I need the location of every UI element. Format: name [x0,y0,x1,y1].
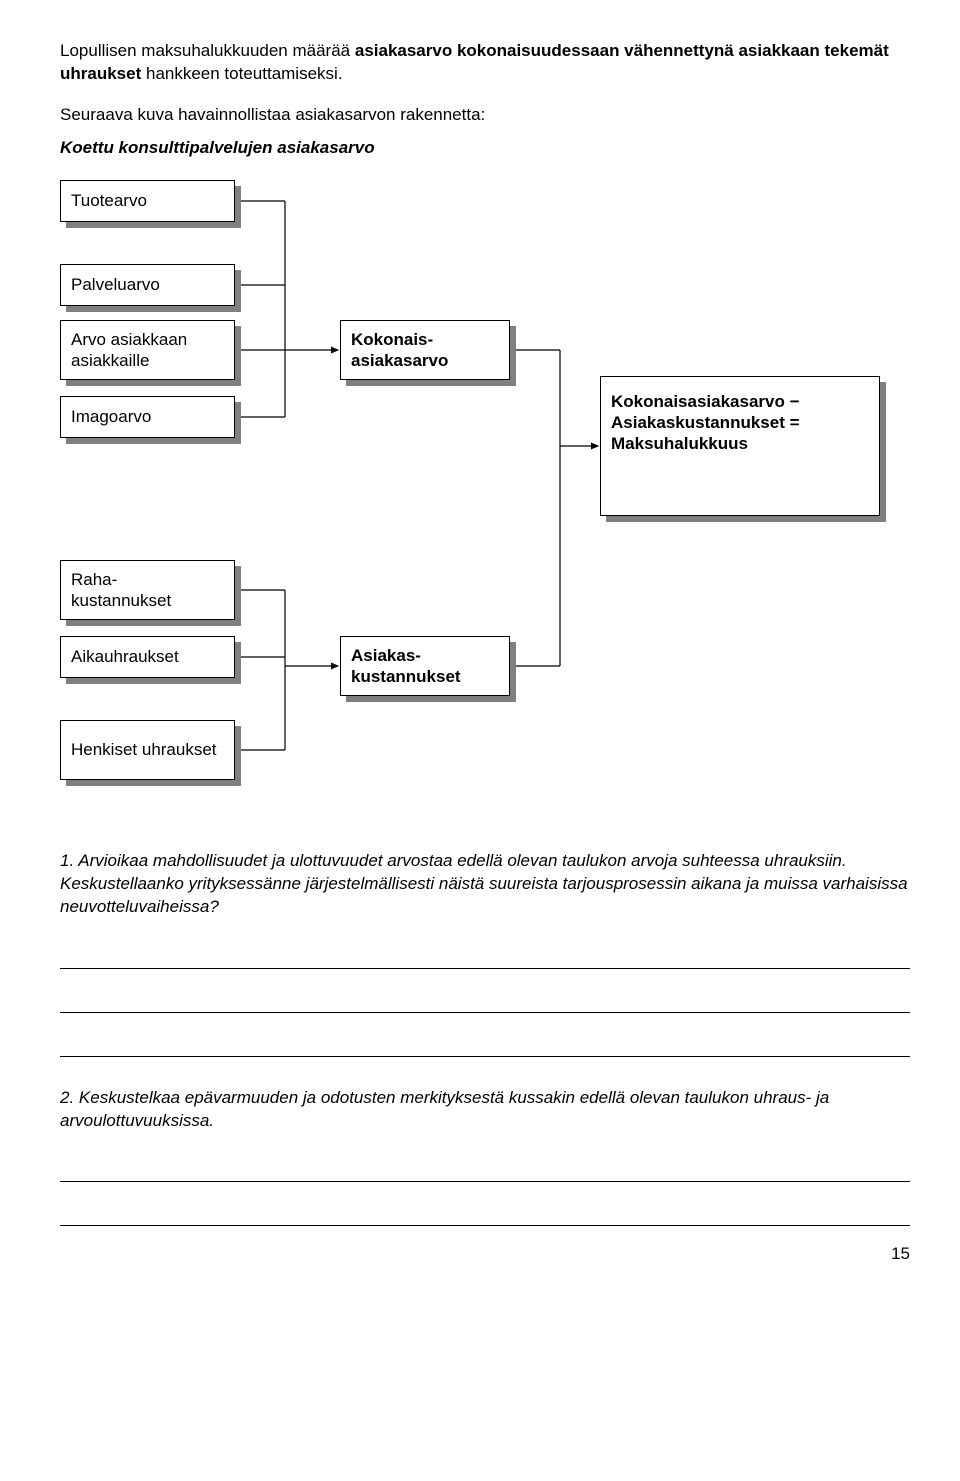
diagram-container: Tuotearvo Palveluarvo Arvo asiakkaan asi… [60,180,910,820]
label-aika: Aikauhraukset [71,646,179,667]
answer-line [60,943,910,969]
intro-part1: Lopullisen maksuhalukkuuden määrää [60,41,355,60]
label-result: Kokonaisasiakasarvo − Asiakaskustannukse… [611,391,869,455]
box-arvo-asiakkaan: Arvo asiakkaan asiakkaille [60,320,235,380]
label-palveluarvo: Palveluarvo [71,274,160,295]
intro-paragraph: Lopullisen maksuhalukkuuden määrää asiak… [60,40,910,86]
label-henkiset: Henkiset uhraukset [71,739,217,760]
label-raha: Raha- kustannukset [71,569,171,612]
questions-block: 1. Arvioikaa mahdollisuudet ja ulottuvuu… [60,850,910,1227]
answer-line [60,1200,910,1226]
answer-line [60,1031,910,1057]
box-aika: Aikauhraukset [60,636,235,678]
label-imagoarvo: Imagoarvo [71,406,151,427]
box-kokonais-asiakasarvo: Kokonais- asiakasarvo [340,320,510,380]
box-result: Kokonaisasiakasarvo − Asiakaskustannukse… [600,376,880,516]
label-tuotearvo: Tuotearvo [71,190,147,211]
sub-line: Seuraava kuva havainnollistaa asiakasarv… [60,104,910,127]
box-henkiset: Henkiset uhraukset [60,720,235,780]
answer-line [60,1156,910,1182]
box-raha: Raha- kustannukset [60,560,235,620]
answer-line [60,987,910,1013]
box-imagoarvo: Imagoarvo [60,396,235,438]
label-asiakas-kust: Asiakas- kustannukset [351,645,461,688]
question-2: 2. Keskustelkaa epävarmuuden ja odotuste… [60,1087,910,1133]
box-asiakas-kustannukset: Asiakas- kustannukset [340,636,510,696]
intro-part2: hankkeen toteuttamiseksi. [146,64,343,83]
label-kokonais: Kokonais- asiakasarvo [351,329,448,372]
box-tuotearvo: Tuotearvo [60,180,235,222]
question-1: 1. Arvioikaa mahdollisuudet ja ulottuvuu… [60,850,910,919]
diagram-title: Koettu konsulttipalvelujen asiakasarvo [60,137,910,160]
label-arvo-asiakkaan: Arvo asiakkaan asiakkaille [71,329,224,372]
box-palveluarvo: Palveluarvo [60,264,235,306]
page-number: 15 [60,1244,910,1264]
